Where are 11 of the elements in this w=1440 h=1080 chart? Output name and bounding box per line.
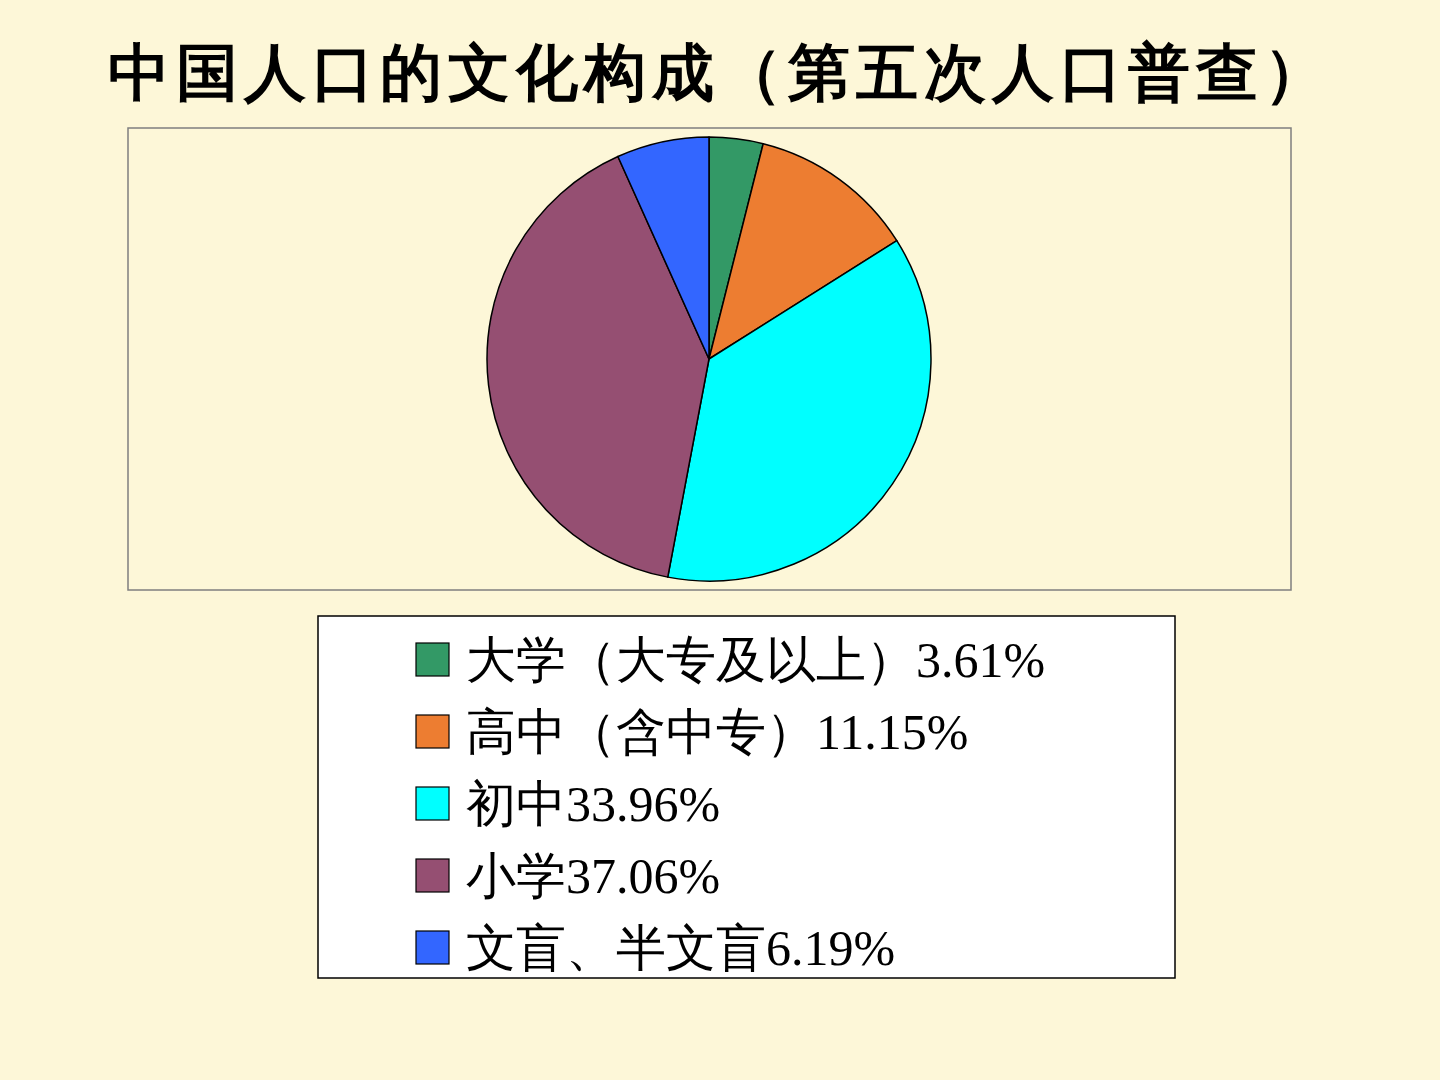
legend-label: 初中	[466, 776, 566, 832]
legend-label: 高中（含中专）	[466, 704, 816, 760]
data-label: 33.96%	[566, 776, 721, 832]
data-label: 3.61%	[916, 632, 1046, 688]
legend-label: 文盲、半文盲	[466, 920, 766, 976]
data-label: 37.06%	[566, 848, 721, 904]
legend-label: 大学（大专及以上）	[466, 632, 916, 688]
data-label: 6.19%	[766, 920, 896, 976]
data-label: 11.15%	[816, 704, 969, 760]
legend-label: 小学	[466, 848, 566, 904]
chart-title: 中国人口的文化构成（第五次人口普查）	[108, 39, 1332, 107]
